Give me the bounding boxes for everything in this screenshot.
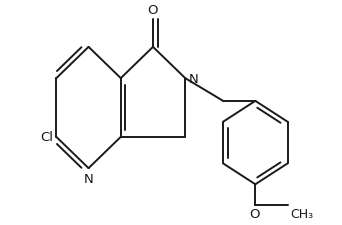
Text: Cl: Cl	[40, 131, 53, 144]
Text: O: O	[249, 207, 260, 220]
Text: N: N	[84, 172, 93, 185]
Text: N: N	[189, 72, 198, 85]
Text: CH₃: CH₃	[290, 207, 313, 220]
Text: O: O	[148, 4, 158, 17]
